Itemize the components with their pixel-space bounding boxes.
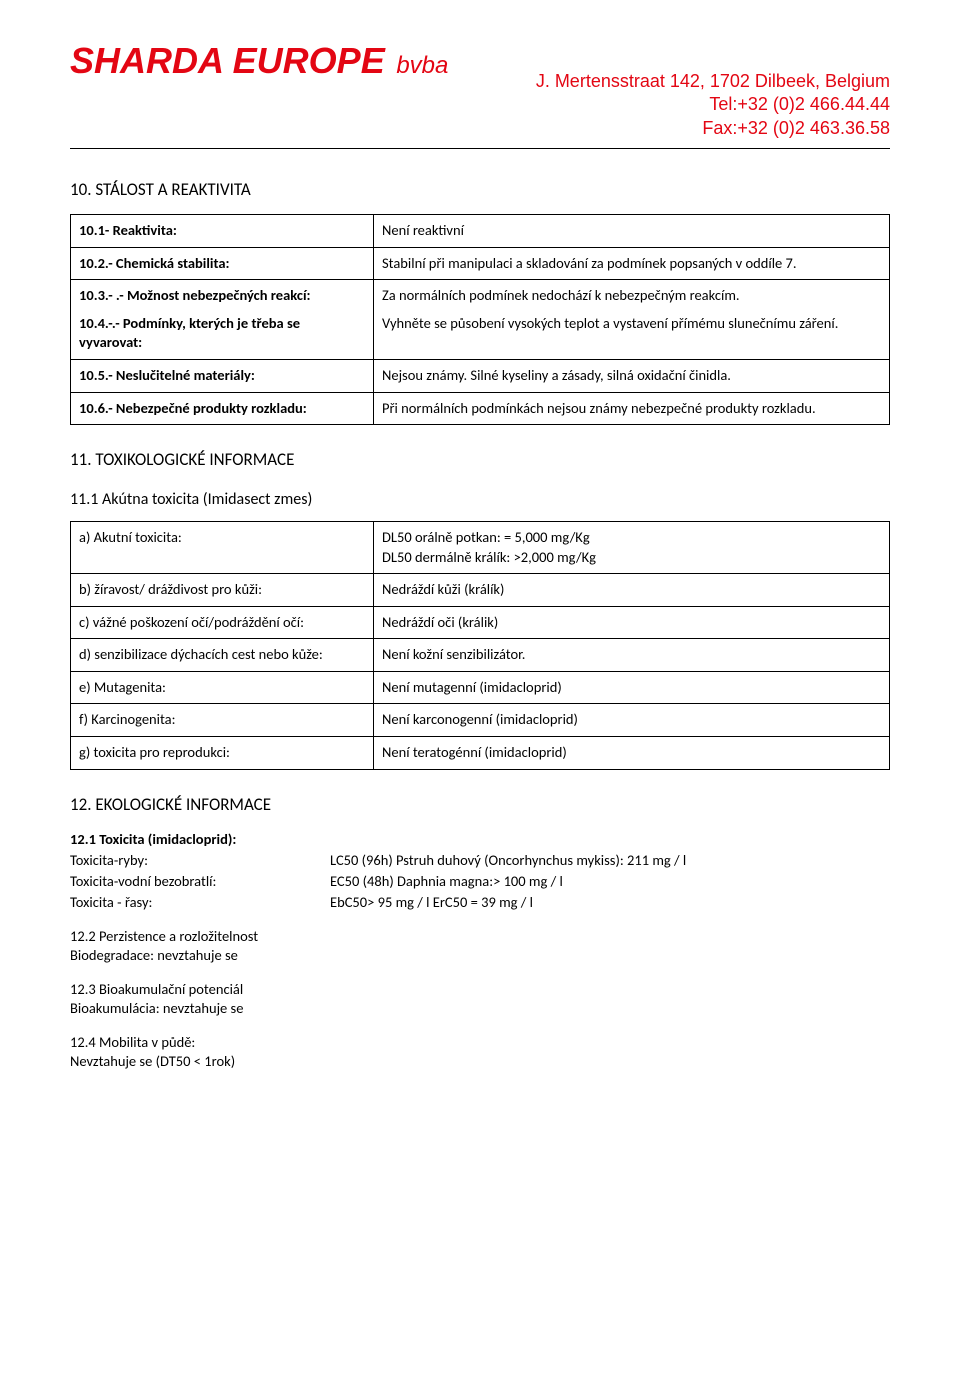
row-value: Není teratogénní (imidacloprid) [374,737,890,770]
row-label: d) senzibilizace dýchacích cest nebo kůž… [71,639,374,672]
fax-line: Fax:+32 (0)2 463.36.58 [70,117,890,140]
para-head: 12.3 Bioakumulační potenciál [70,980,890,1000]
section-10-title: 10. STÁLOST A REAKTIVITA [70,179,890,200]
persistence-block: 12.2 Perzistence a rozložitelnost Biodeg… [70,927,890,966]
table-row: d) senzibilizace dýchacích cest nebo kůž… [71,639,890,672]
eco-value: EbC50> 95 mg / l ErC50 = 39 mg / l [330,892,890,913]
row-label-part: 10.3.- .- Možnost nebezpečných reakcí: [79,286,365,306]
section-10-table: 10.1- Reaktivita: Není reaktivní 10.2.- … [70,214,890,425]
table-row: e) Mutagenita: Není mutagenní (imidaclop… [71,671,890,704]
toxicity-block: 12.1 Toxicita (imidacloprid): Toxicita-r… [70,829,890,913]
table-row: b) žíravost/ dráždivost pro kůži: Nedráž… [71,574,890,607]
table-row: 10.6.- Nebezpečné produkty rozkladu: Při… [71,392,890,425]
row-label: g) toxicita pro reprodukci: [71,737,374,770]
row-label: 10.3.- .- Možnost nebezpečných reakcí: 1… [71,280,374,360]
row-label: e) Mutagenita: [71,671,374,704]
table-row: 10.2.- Chemická stabilita: Stabilní při … [71,247,890,280]
row-value-part: Vyhněte se působení vysokých teplot a vy… [382,314,881,334]
row-label: a) Akutní toxicita: [71,522,374,574]
letterhead: SHARDA EUROPE bvba J. Mertensstraat 142,… [70,40,890,140]
row-label-part: 10.4.-.- Podmínky, kterých je třeba se v… [79,314,365,353]
row-value-part: Za normálních podmínek nedochází k nebez… [382,286,881,306]
row-value: Za normálních podmínek nedochází k nebez… [374,280,890,360]
row-value: Není kožní senzibilizátor. [374,639,890,672]
section-11-subtitle: 11.1 Akútna toxicita (Imidasect zmes) [70,490,890,509]
row-value: Není karconogenní (imidacloprid) [374,704,890,737]
eco-value: LC50 (96h) Pstruh duhový (Oncorhynchus m… [330,850,890,871]
para-line: Nevztahuje se (DT50 < 1rok) [70,1052,890,1072]
row-label: f) Karcinogenita: [71,704,374,737]
row-value: Nejsou známy. Silné kyseliny a zásady, s… [374,359,890,392]
eco-row: Toxicita - řasy: EbC50> 95 mg / l ErC50 … [70,892,890,913]
section-12-title: 12. EKOLOGICKÉ INFORMACE [70,794,890,815]
eco-label: Toxicita-ryby: [70,850,330,871]
table-row: f) Karcinogenita: Není karconogenní (imi… [71,704,890,737]
row-label: 10.6.- Nebezpečné produkty rozkladu: [71,392,374,425]
tel-line: Tel:+32 (0)2 466.44.44 [70,93,890,116]
bioaccum-block: 12.3 Bioakumulační potenciál Bioakumulác… [70,980,890,1019]
row-value: Stabilní při manipulaci a skladování za … [374,247,890,280]
row-label: c) vážné poškození očí/podráždění očí: [71,606,374,639]
section-11-title: 11. TOXIKOLOGICKÉ INFORMACE [70,449,890,470]
para-line: Biodegradace: nevztahuje se [70,946,890,966]
row-value: Není reaktivní [374,215,890,248]
row-value: Nedráždí kůži (králík) [374,574,890,607]
toxicity-head: 12.1 Toxicita (imidacloprid): [70,829,890,850]
header-divider [70,148,890,149]
eco-row: Toxicita-vodní bezobratlí: EC50 (48h) Da… [70,871,890,892]
row-value-part: DL50 orálně potkan: = 5,000 mg/Kg [382,528,881,548]
table-row: 10.1- Reaktivita: Není reaktivní [71,215,890,248]
row-value: Nedráždí oči (králik) [374,606,890,639]
table-row: 10.3.- .- Možnost nebezpečných reakcí: 1… [71,280,890,360]
section-11-table: a) Akutní toxicita: DL50 orálně potkan: … [70,521,890,770]
table-row: c) vážné poškození očí/podráždění očí: N… [71,606,890,639]
eco-row: Toxicita-ryby: LC50 (96h) Pstruh duhový … [70,850,890,871]
row-label: 10.2.- Chemická stabilita: [71,247,374,280]
company-suffix: bvba [396,52,448,79]
eco-label: Toxicita-vodní bezobratlí: [70,871,330,892]
row-value: Není mutagenní (imidacloprid) [374,671,890,704]
table-row: g) toxicita pro reprodukci: Není teratog… [71,737,890,770]
mobility-block: 12.4 Mobilita v půdě: Nevztahuje se (DT5… [70,1033,890,1072]
table-row: a) Akutní toxicita: DL50 orálně potkan: … [71,522,890,574]
para-head: 12.4 Mobilita v půdě: [70,1033,890,1053]
eco-label: Toxicita - řasy: [70,892,330,913]
row-label: 10.1- Reaktivita: [71,215,374,248]
row-label: 10.5.- Neslučitelné materiály: [71,359,374,392]
company-name: SHARDA EUROPE [70,40,385,81]
para-head: 12.2 Perzistence a rozložitelnost [70,927,890,947]
row-value-part: DL50 dermálně králík: >2,000 mg/Kg [382,548,881,568]
row-label: b) žíravost/ dráždivost pro kůži: [71,574,374,607]
table-row: 10.5.- Neslučitelné materiály: Nejsou zn… [71,359,890,392]
eco-value: EC50 (48h) Daphnia magna:> 100 mg / l [330,871,890,892]
row-value: DL50 orálně potkan: = 5,000 mg/Kg DL50 d… [374,522,890,574]
para-line: Bioakumulácia: nevztahuje se [70,999,890,1019]
row-value: Při normálních podmínkách nejsou známy n… [374,392,890,425]
